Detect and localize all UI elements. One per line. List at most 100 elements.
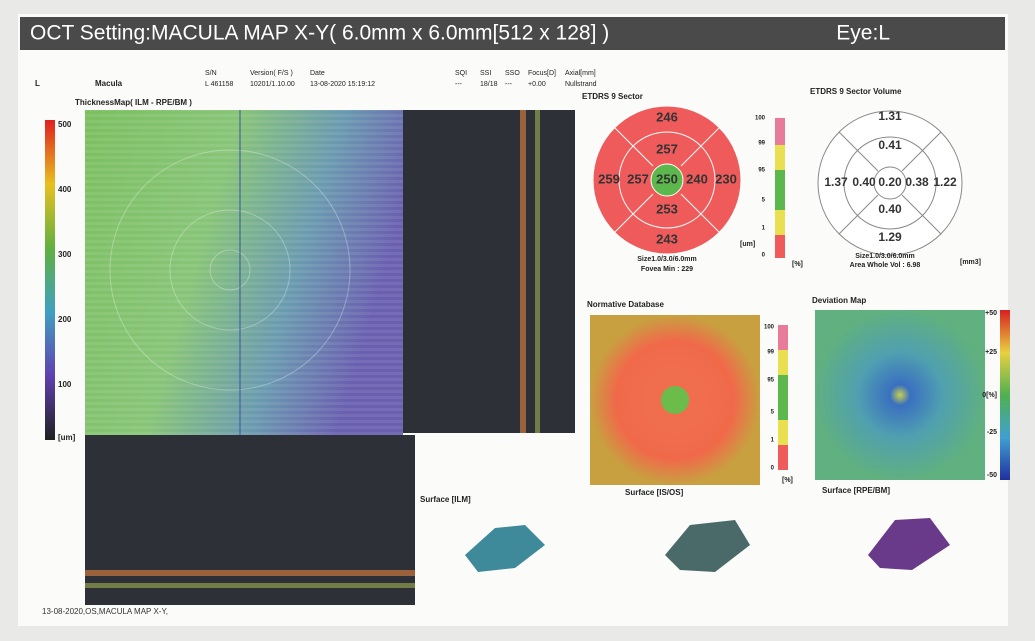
normative-scale: 5 [771,410,775,416]
etdrs-scale: 1 [762,226,766,232]
etdrs-unit: [um] [740,241,755,248]
thickness-map-scale: 200 [58,315,72,324]
etdrs-outer-left: 259 [598,171,620,186]
normative-fovea [661,386,689,414]
etdrs-title: ETDRS 9 Sector [582,92,643,101]
etdrs-outer-bottom: 243 [656,231,678,246]
etdrs-scale [775,118,785,258]
volume-area: Area Whole Vol : 6.98 [850,262,921,269]
info-columns: SQI [455,70,467,77]
normative-unit: [%] [782,477,793,484]
surface-isos [665,520,750,572]
thickness-map-texture [85,110,403,435]
deviation-scale: +25 [985,349,997,356]
volume-inner-bottom: 0.40 [878,202,902,216]
volume-center [873,166,907,200]
thickness-map-scale: 500 [58,120,72,129]
normative-scale [778,325,788,470]
volume-inner-left: 0.40 [852,175,876,189]
info-values: --- [455,81,463,88]
etdrs-inner-top: 257 [656,141,678,156]
etdrs-inner-bottom: 253 [656,201,678,216]
volume-outer-right: 1.22 [933,175,957,189]
normative-title: Normative Database [587,300,664,309]
info-columns: S/N [205,70,217,77]
volume-outer-left: 1.37 [824,175,848,189]
surface-rpe [868,518,950,570]
deviation-scale: -50 [987,472,997,479]
info-values: +0.00 [528,81,546,88]
etdrs-outer-top: 246 [656,109,678,124]
volume-inner-right: 0.38 [905,175,929,189]
info-columns: SSI [480,70,491,77]
header-bar [20,17,1005,50]
deviation-scale: -25 [987,429,997,436]
etdrs-inner-right: 240 [686,171,708,186]
info-values: 18/18 [480,81,498,88]
surfaces: Surface [RPE/BM] [822,486,890,495]
info-scan: Macula [95,79,123,88]
surfaces: Surface [IS/OS] [625,488,684,497]
thickness-map-scale: 100 [58,380,72,389]
surface-ilm [465,525,545,572]
normative-scale: 100 [764,325,775,331]
etdrs-fovea-min: Fovea Min : 229 [641,266,693,273]
thickness-grid [109,149,351,391]
retina-band [85,570,415,576]
volume-outer-top: 1.31 [878,109,902,123]
header-eye: Eye:L [836,22,890,45]
deviation-colorbar [1000,310,1010,480]
volume-inner-top: 0.41 [878,138,902,152]
etdrs-inner-left: 257 [627,171,649,186]
info-columns: Version( F/S ) [250,70,293,77]
normative-scale: 95 [767,378,774,384]
thickness-map-scale: 400 [58,185,72,194]
etdrs-percent-unit: [%] [792,261,803,268]
normative-scale: 1 [771,438,775,444]
etdrs-scale: 99 [758,141,765,147]
info-values: 13-08-2020 15:19:12 [310,81,375,88]
retina-band [85,583,415,588]
deviation-scale: +50 [985,310,997,317]
info-values: 10201/1.10.00 [250,81,295,88]
footer: 13-08-2020,OS,MACULA MAP X-Y, [42,607,168,616]
deviation-scale: 0[%] [982,392,997,399]
volume-ring [843,136,937,230]
normative-scale: 99 [767,350,774,356]
volume-outer-bottom: 1.29 [878,230,902,244]
info-values: Nullstrand [565,81,597,88]
thickness-map-scale: 300 [58,250,72,259]
info-columns: Focus[D] [528,70,556,77]
bscan-vertical [403,110,575,433]
volume-size: Size1.0/3.0/6.0mm [855,253,915,260]
thickness-map-scale: [um] [58,433,76,442]
info-columns: Date [310,70,325,77]
info-columns: Axial[mm] [565,70,596,77]
thickness-colorbar [45,120,55,440]
surfaces: Surface [ILM] [420,495,471,504]
info-eye: L [35,79,40,88]
info-values: --- [505,81,513,88]
header-title: OCT Setting:MACULA MAP X-Y( 6.0mm x 6.0m… [30,22,609,45]
etdrs-scale: 5 [762,198,766,204]
etdrs-size: Size1.0/3.0/6.0mm [637,256,697,263]
deviation-map [815,310,985,480]
etdrs-outer-right: 230 [715,171,737,186]
etdrs-scale: 95 [758,168,765,174]
info-columns: SSO [505,70,520,77]
bscan-horizontal [85,435,415,605]
deviation-title: Deviation Map [812,296,866,305]
thickness-map-title: ThicknessMap( ILM - RPE/BM ) [75,98,192,107]
volume-title: ETDRS 9 Sector Volume [810,87,902,96]
etdrs-center: 250 [656,171,678,186]
volume-center: 0.20 [878,175,902,189]
etdrs-center [650,163,684,197]
normative-scale: 0 [771,466,775,472]
info-values: L 461158 [205,81,234,88]
etdrs-dividers [612,125,722,235]
etdrs-scale: 100 [755,116,766,122]
retina-band [535,110,540,433]
volume-dividers [838,131,942,235]
